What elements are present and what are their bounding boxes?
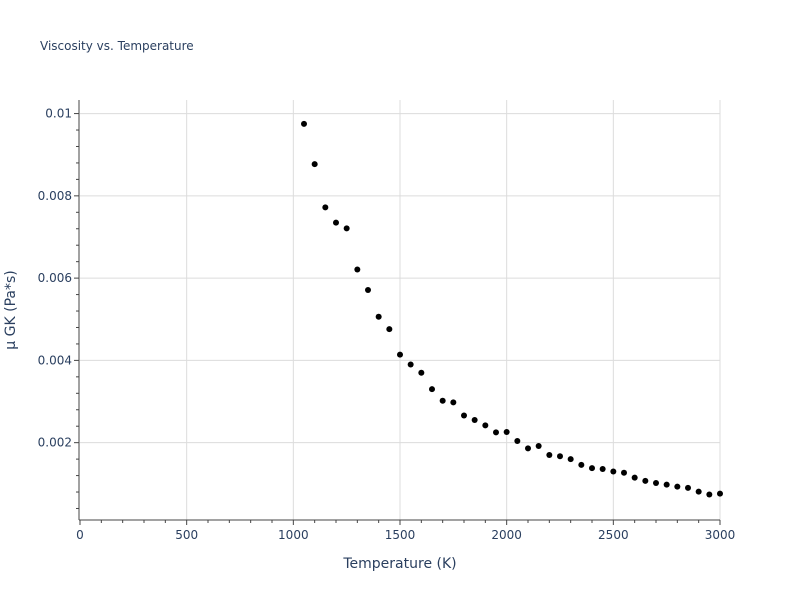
data-point [599,465,606,472]
y-gridlines [80,113,720,444]
data-point [429,386,435,393]
data-point [567,456,574,463]
data-point [695,488,702,495]
data-point [386,326,393,333]
x-axis-title: Temperature (K) [342,556,456,572]
y-tick-label: 0.01 [45,107,72,121]
data-points [301,120,723,498]
chart-title: Viscosity vs. Temperature [40,39,194,53]
data-point [343,225,350,232]
data-point [589,465,595,472]
x-gridlines [186,100,721,520]
data-point [418,369,425,376]
data-point [685,484,691,491]
data-point [322,204,329,211]
data-point [610,468,617,475]
data-point [653,479,659,486]
data-point [706,491,713,498]
y-tick-label: 0.006 [38,271,72,285]
data-point [365,287,371,294]
data-point [311,161,318,168]
data-point [333,219,339,226]
data-point [301,120,307,127]
x-axis-tick-labels: 0 500 1000 1500 2000 2500 3000 [76,528,735,542]
x-tick-label: 0 [76,528,84,542]
data-point [450,399,457,406]
data-point [375,313,382,320]
data-point [546,452,553,459]
data-point [578,461,585,468]
data-point [461,412,467,419]
y-tick-label: 0.008 [38,189,72,203]
x-axis-ticks [79,520,721,525]
data-point [631,474,638,481]
data-point [717,490,723,497]
data-point [397,351,403,358]
data-point [621,469,627,476]
data-point [674,483,681,490]
y-tick-label: 0.004 [38,353,72,367]
data-point [535,442,542,449]
x-tick-label: 2500 [598,528,629,542]
y-tick-label: 0.002 [38,436,72,450]
data-point [439,397,446,404]
y-axis-title: μ GK (Pa*s) [3,270,19,349]
data-point [354,266,361,273]
x-tick-label: 1000 [278,528,309,542]
x-tick-label: 2000 [491,528,522,542]
data-point [471,417,478,424]
x-tick-label: 1500 [385,528,416,542]
data-point [493,429,499,436]
data-point [663,481,670,488]
data-point [503,428,510,435]
data-point [557,453,563,460]
x-tick-label: 500 [175,528,198,542]
x-tick-label: 3000 [705,528,736,542]
data-point [407,361,414,368]
y-axis-ticks [74,113,79,509]
data-point [514,438,521,445]
data-point [482,422,489,429]
data-point [525,445,531,452]
data-point [642,477,649,484]
y-axis-tick-labels: 0.002 0.004 0.006 0.008 0.01 [38,107,72,450]
